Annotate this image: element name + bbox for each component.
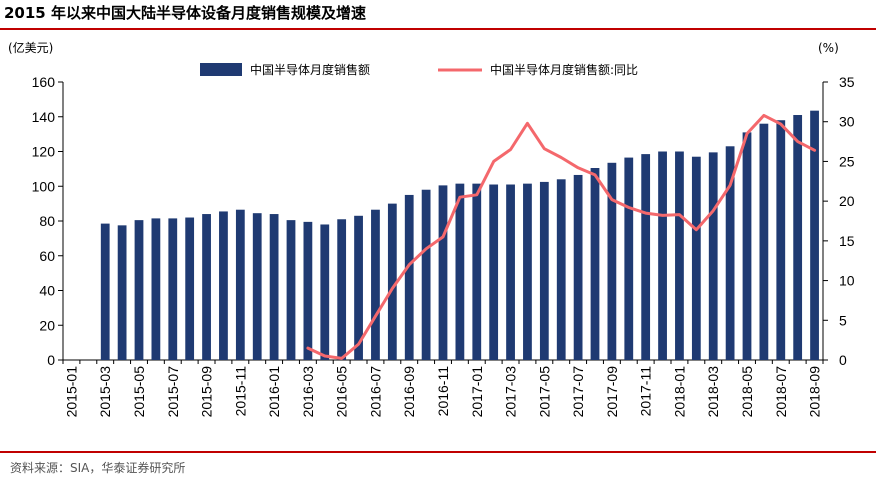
bar xyxy=(489,184,499,360)
bar xyxy=(810,110,819,360)
bar xyxy=(185,217,195,360)
bar xyxy=(590,168,600,360)
source-note: 资料来源：SIA，华泰证券研究所 xyxy=(10,461,186,475)
bar xyxy=(151,218,161,360)
x-tick-label: 2016-03 xyxy=(300,366,316,418)
bar xyxy=(658,151,667,360)
bar xyxy=(472,183,482,360)
bar xyxy=(337,219,347,360)
bar xyxy=(641,154,651,360)
bar xyxy=(320,224,330,360)
bar xyxy=(387,203,397,360)
bar xyxy=(556,179,566,360)
bar xyxy=(371,209,380,360)
x-tick-label: 2015-03 xyxy=(97,366,113,418)
x-tick-label: 2017-05 xyxy=(536,366,552,418)
x-tick-label: 2016-07 xyxy=(367,366,383,418)
y-left-tick-label: 120 xyxy=(32,144,56,160)
bar xyxy=(675,151,684,360)
x-tick-label: 2017-09 xyxy=(604,366,620,418)
bar xyxy=(117,225,127,360)
bar xyxy=(506,184,515,360)
axes-group: 0 20 40 60 80 100 120 140 160 0 5 10 15 20 25 30 35 2015-… xyxy=(32,74,855,417)
x-tick-label: 2016-05 xyxy=(334,366,350,418)
y-right-tick-label: 5 xyxy=(839,312,847,328)
bar xyxy=(421,189,431,360)
y-left-tick-label: 140 xyxy=(32,109,56,125)
x-tick-label: 2018-03 xyxy=(705,366,721,418)
bars-group xyxy=(100,110,819,360)
bar xyxy=(708,152,718,360)
legend-label-bar: 中国半导体月度销售额 xyxy=(250,62,370,77)
x-tick-label: 2017-07 xyxy=(570,366,586,418)
x-tick-label: 2017-01 xyxy=(469,366,485,418)
x-tick-label: 2016-09 xyxy=(401,366,417,418)
chart-title: 2015 年以来中国大陆半导体设备月度销售规模及增速 xyxy=(4,4,366,22)
y-left-tick-label: 80 xyxy=(39,213,55,229)
bar xyxy=(252,213,262,360)
bar xyxy=(438,185,448,360)
x-tick-label: 2017-03 xyxy=(503,366,519,418)
y-right-tick-label: 35 xyxy=(839,74,855,90)
bar xyxy=(202,214,211,360)
bar xyxy=(134,220,144,360)
x-tick-label: 2015-05 xyxy=(131,366,147,418)
bar xyxy=(303,221,313,360)
chart-area: 0 20 40 60 80 100 120 140 160 0 5 10 15 20 25 30 35 2015-… xyxy=(8,40,855,417)
x-tick-label: 2015-01 xyxy=(63,366,79,418)
x-tick-label: 2018-07 xyxy=(773,366,789,418)
y-left-tick-label: 60 xyxy=(39,248,55,264)
y-right-tick-label: 25 xyxy=(839,153,855,169)
x-tick-label: 2016-11 xyxy=(435,366,451,417)
y-right-tick-label: 10 xyxy=(839,273,855,289)
x-tick-label: 2017-11 xyxy=(638,366,654,417)
bar xyxy=(691,156,701,360)
bar xyxy=(219,211,228,360)
bar xyxy=(100,223,110,360)
top-divider xyxy=(0,28,876,30)
bar xyxy=(573,174,583,360)
bar xyxy=(607,162,617,360)
y-left-tick-label: 160 xyxy=(32,74,56,90)
y-axis-left-label: (亿美元) xyxy=(8,40,53,55)
y-axis-right-label: (%) xyxy=(818,41,839,55)
x-tick-label: 2015-07 xyxy=(165,366,181,418)
bottom-divider xyxy=(0,451,876,453)
line-group xyxy=(306,113,817,360)
x-tick-label: 2015-09 xyxy=(199,366,215,418)
x-tick-label: 2018-09 xyxy=(807,366,823,418)
y-left-tick-label: 40 xyxy=(39,283,55,299)
y-right-tick-label: 15 xyxy=(839,233,855,249)
bar xyxy=(624,157,634,360)
y-right-tick-label: 20 xyxy=(839,193,855,209)
x-tick-label: 2018-01 xyxy=(671,366,687,418)
y-left-tick-label: 0 xyxy=(47,352,55,368)
y-right-tick-label: 30 xyxy=(839,114,855,130)
bar xyxy=(776,120,786,360)
bar xyxy=(354,215,363,360)
bar xyxy=(455,183,465,360)
bar xyxy=(523,183,532,360)
bar xyxy=(286,220,296,360)
bar xyxy=(539,181,549,360)
legend-swatch-bar xyxy=(200,63,242,76)
bar xyxy=(725,146,735,360)
bar xyxy=(742,132,752,360)
legend-label-line: 中国半导体月度销售额:同比 xyxy=(490,62,638,77)
x-tick-label: 2016-01 xyxy=(266,366,282,418)
x-tick-label: 2015-11 xyxy=(232,366,248,417)
y-left-tick-label: 100 xyxy=(32,178,56,194)
bar xyxy=(793,115,803,360)
growth-line xyxy=(306,113,817,360)
bar xyxy=(269,214,279,360)
bar xyxy=(235,209,245,360)
legend: 中国半导体月度销售额 中国半导体月度销售额:同比 xyxy=(200,62,638,77)
bar xyxy=(168,218,178,360)
x-tick-label: 2018-05 xyxy=(739,366,755,418)
bar xyxy=(759,123,769,360)
y-right-tick-label: 0 xyxy=(839,352,847,368)
bar xyxy=(404,194,414,360)
y-left-tick-label: 20 xyxy=(39,317,55,333)
